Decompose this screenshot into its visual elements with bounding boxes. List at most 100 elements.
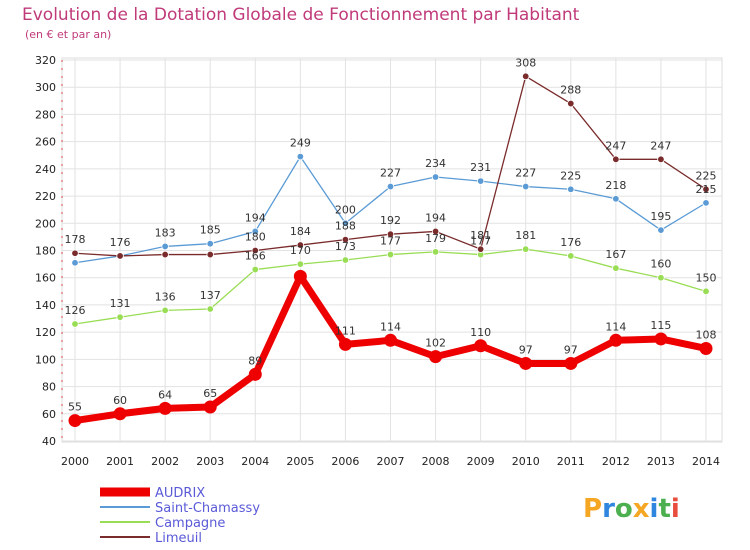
y-tick-label: 40: [42, 435, 56, 448]
data-point: [71, 320, 79, 328]
data-label: 65: [203, 387, 217, 400]
data-label: 114: [605, 320, 626, 333]
data-point: [296, 152, 305, 161]
x-tick-label: 2009: [467, 455, 495, 468]
data-point: [386, 182, 395, 191]
data-point: [71, 259, 79, 267]
data-label: 126: [65, 304, 86, 317]
data-label: 218: [605, 179, 626, 192]
data-label: 225: [560, 169, 581, 182]
data-label: 64: [158, 388, 172, 401]
data-point: [341, 256, 350, 264]
data-label: 185: [200, 224, 221, 237]
data-label: 225: [696, 169, 717, 182]
data-point: [522, 245, 530, 253]
y-tick-label: 220: [35, 190, 56, 203]
data-point: [522, 72, 530, 81]
x-tick-label: 2008: [422, 455, 450, 468]
x-tick-label: 2005: [286, 455, 314, 468]
data-point: [386, 250, 395, 259]
data-label: 178: [65, 233, 86, 246]
data-label: 192: [380, 214, 401, 227]
data-label: 167: [605, 248, 626, 261]
data-label: 179: [425, 232, 446, 245]
data-point: [341, 219, 350, 227]
data-point: [702, 287, 710, 296]
y-tick-label: 260: [35, 136, 56, 149]
x-tick-label: 2011: [557, 455, 585, 468]
data-label: 194: [425, 211, 446, 224]
data-label: 110: [470, 326, 491, 339]
data-label: 247: [605, 139, 626, 152]
x-tick-label: 2012: [602, 455, 630, 468]
data-label: 97: [519, 343, 533, 356]
legend-label: Campagne: [155, 516, 225, 531]
x-tick-label: 2001: [106, 455, 134, 468]
data-label: 177: [380, 235, 401, 248]
axes: 40 60 80 100 120 140 160 180 200 220 240 260 280 300 3…: [35, 54, 720, 468]
data-point: [474, 339, 488, 353]
data-point: [341, 235, 350, 244]
data-point: [71, 249, 79, 257]
data-point: [431, 173, 440, 181]
data-point: [296, 241, 305, 249]
data-point: [203, 400, 217, 414]
data-label: 136: [155, 290, 176, 303]
data-point: [431, 248, 440, 256]
data-point: [612, 195, 620, 203]
data-label: 308: [515, 56, 536, 69]
data-label: 114: [380, 320, 401, 333]
data-point: [248, 367, 262, 381]
data-point: [338, 337, 352, 351]
x-tick-label: 2014: [692, 455, 720, 468]
data-label: 176: [560, 236, 581, 249]
data-label: 215: [696, 183, 717, 196]
data-point: [161, 250, 169, 259]
y-tick-label: 300: [35, 81, 56, 94]
y-tick-label: 140: [35, 299, 56, 312]
y-tick-label: 80: [42, 381, 56, 394]
data-point: [657, 274, 665, 282]
data-point: [612, 155, 620, 164]
y-tick-label: 100: [35, 353, 56, 366]
data-label: 173: [335, 240, 356, 253]
data-label: 234: [425, 157, 446, 170]
data-point: [522, 182, 530, 191]
y-tick-label: 240: [35, 163, 56, 176]
x-tick-label: 2010: [512, 455, 540, 468]
data-label: 194: [245, 211, 266, 224]
data-point: [251, 227, 259, 236]
data-label: 177: [470, 235, 491, 248]
data-point: [161, 242, 169, 251]
data-point: [293, 269, 307, 283]
data-point: [702, 199, 710, 207]
data-label: 160: [650, 258, 671, 271]
data-point: [251, 265, 259, 274]
data-label: 227: [515, 167, 536, 180]
data-label: 97: [564, 343, 578, 356]
data-point: [567, 185, 575, 193]
data-label: 188: [335, 220, 356, 233]
x-tick-label: 2002: [151, 455, 179, 468]
data-label: 247: [650, 139, 671, 152]
data-label: 150: [696, 271, 717, 284]
data-label: 288: [560, 84, 581, 97]
data-label: 249: [290, 137, 311, 150]
y-tick-label: 320: [35, 54, 56, 67]
data-point: [657, 155, 665, 164]
series-limeuil: [71, 72, 710, 260]
data-label: 200: [335, 203, 356, 216]
y-tick-label: 160: [35, 272, 56, 285]
data-label: 227: [380, 167, 401, 180]
data-label: 195: [650, 210, 671, 223]
data-label: 60: [113, 394, 127, 407]
y-tick-label: 60: [42, 408, 56, 421]
data-label: 176: [110, 236, 131, 249]
data-point: [429, 350, 443, 364]
data-point: [564, 356, 578, 370]
data-label: 102: [425, 337, 446, 350]
data-labels: 55 60 64 65 89 111 114 102 110 97 97 114 115 108 183 18…: [65, 56, 717, 413]
x-tick-label: 2004: [241, 455, 269, 468]
data-label: 166: [245, 250, 266, 263]
data-label: 115: [650, 319, 671, 332]
